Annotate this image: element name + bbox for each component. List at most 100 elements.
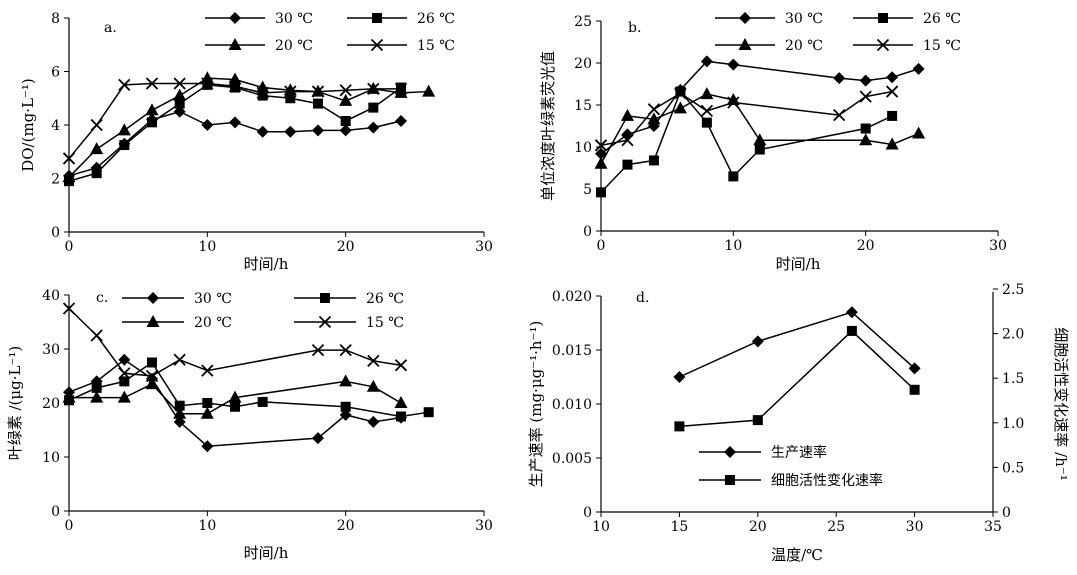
data-point — [284, 85, 297, 98]
y-tick-label: 0.015 — [552, 343, 592, 359]
data-point — [91, 168, 102, 179]
legend-label: 30 ℃ — [194, 291, 232, 307]
data-point — [173, 88, 187, 101]
x-tick-label: 20 — [857, 238, 875, 254]
data-point — [117, 390, 131, 403]
data-point — [674, 421, 685, 432]
data-point — [339, 374, 353, 387]
data-point — [339, 84, 352, 97]
data-point — [674, 87, 687, 100]
x-tick-label: 35 — [984, 519, 1002, 535]
y-tick-label: 0.005 — [552, 451, 592, 467]
legend-marker — [739, 12, 751, 24]
data-point — [701, 117, 712, 128]
data-point — [90, 118, 103, 132]
data-point — [367, 354, 380, 368]
data-point — [912, 126, 926, 139]
data-point — [700, 87, 714, 100]
y-right-tick-label: 1.5 — [1002, 371, 1024, 387]
panel-d-x-label: 温度/℃ — [771, 546, 823, 564]
series-15-3 — [62, 77, 408, 165]
x-tick-label: 10 — [592, 519, 610, 535]
legend-item: 26 ℃ — [853, 11, 961, 27]
y-tick-label: 10 — [42, 450, 60, 466]
y-tick-label: 30 — [42, 342, 60, 358]
data-point — [145, 77, 159, 90]
legend-label: 20 ℃ — [785, 38, 823, 54]
data-point — [90, 142, 104, 155]
data-point — [394, 359, 408, 372]
y-right-tick-label: 2.5 — [1002, 282, 1024, 298]
data-point — [201, 364, 214, 377]
data-point — [173, 77, 186, 90]
data-point — [173, 353, 186, 366]
data-point — [230, 82, 240, 93]
x-tick-label: 20 — [749, 519, 767, 535]
data-point — [621, 134, 634, 147]
panel-d-y-label: 生产速率 (mg·μg⁻¹·h⁻¹) — [527, 321, 545, 488]
legend-item: 20 ℃ — [205, 38, 313, 54]
legend-item: 15 ℃ — [347, 38, 455, 54]
legend-item: 30 ℃ — [715, 11, 823, 27]
x-tick-label: 20 — [337, 239, 355, 255]
data-point — [200, 406, 214, 419]
legend-marker — [147, 292, 159, 304]
panel-c-legend: 30 ℃ 26 ℃ 20 ℃ 15 ℃ — [122, 291, 404, 331]
data-point — [394, 396, 408, 408]
panel-a-x-ticks: 0 10 20 30 — [65, 232, 493, 255]
data-point — [173, 406, 187, 419]
x-tick-label: 10 — [198, 239, 216, 255]
legend-label: 15 ℃ — [417, 38, 455, 54]
legend-label: 20 ℃ — [194, 315, 232, 331]
series-series-1 — [674, 325, 920, 432]
series-line — [69, 380, 402, 415]
legend-item: 细胞活性变化速率 — [699, 472, 883, 489]
data-point — [285, 93, 296, 104]
y-tick-label: 0 — [583, 224, 592, 240]
data-point — [423, 407, 434, 418]
x-tick-label: 0 — [65, 518, 74, 534]
series-line — [600, 90, 893, 193]
legend-marker — [318, 315, 332, 329]
data-point — [727, 58, 740, 71]
series-series-0 — [673, 306, 921, 383]
series-26-1 — [596, 86, 898, 198]
y-tick-label: 20 — [42, 396, 60, 412]
panel-d-y-label-right: 细胞活性变化速率 /h⁻¹ — [1052, 327, 1070, 480]
data-point — [367, 82, 380, 96]
data-point — [648, 155, 659, 166]
panel-c-y-ticks: 0 10 20 30 40 — [42, 288, 69, 520]
data-point — [751, 335, 764, 348]
series-line — [679, 329, 916, 428]
data-point — [119, 376, 130, 387]
data-point — [256, 86, 269, 100]
data-point — [885, 137, 899, 150]
legend-marker — [320, 293, 330, 303]
y-tick-label: 15 — [574, 98, 592, 114]
data-point — [202, 79, 213, 90]
data-point — [339, 408, 352, 421]
data-point — [367, 415, 380, 428]
data-point — [311, 343, 325, 357]
data-point — [91, 382, 102, 393]
series-line — [600, 60, 919, 155]
data-point — [368, 102, 379, 113]
data-point — [726, 92, 740, 105]
legend-item: 30 ℃ — [122, 291, 232, 307]
y-tick-label: 8 — [51, 11, 60, 27]
data-point — [673, 101, 687, 114]
data-point — [846, 325, 857, 336]
panel-b-x-ticks: 0 10 20 30 — [597, 231, 1007, 254]
data-point — [147, 117, 157, 128]
x-tick-label: 0 — [597, 238, 606, 254]
data-point — [753, 133, 767, 146]
panel-b-y-label: 单位浓度叶绿素荧光值 — [539, 51, 557, 201]
data-point — [728, 171, 739, 182]
y-tick-label: 0 — [583, 505, 592, 521]
legend-label: 15 ℃ — [923, 38, 961, 54]
legend-label: 15 ℃ — [366, 315, 404, 331]
data-point — [340, 401, 351, 412]
